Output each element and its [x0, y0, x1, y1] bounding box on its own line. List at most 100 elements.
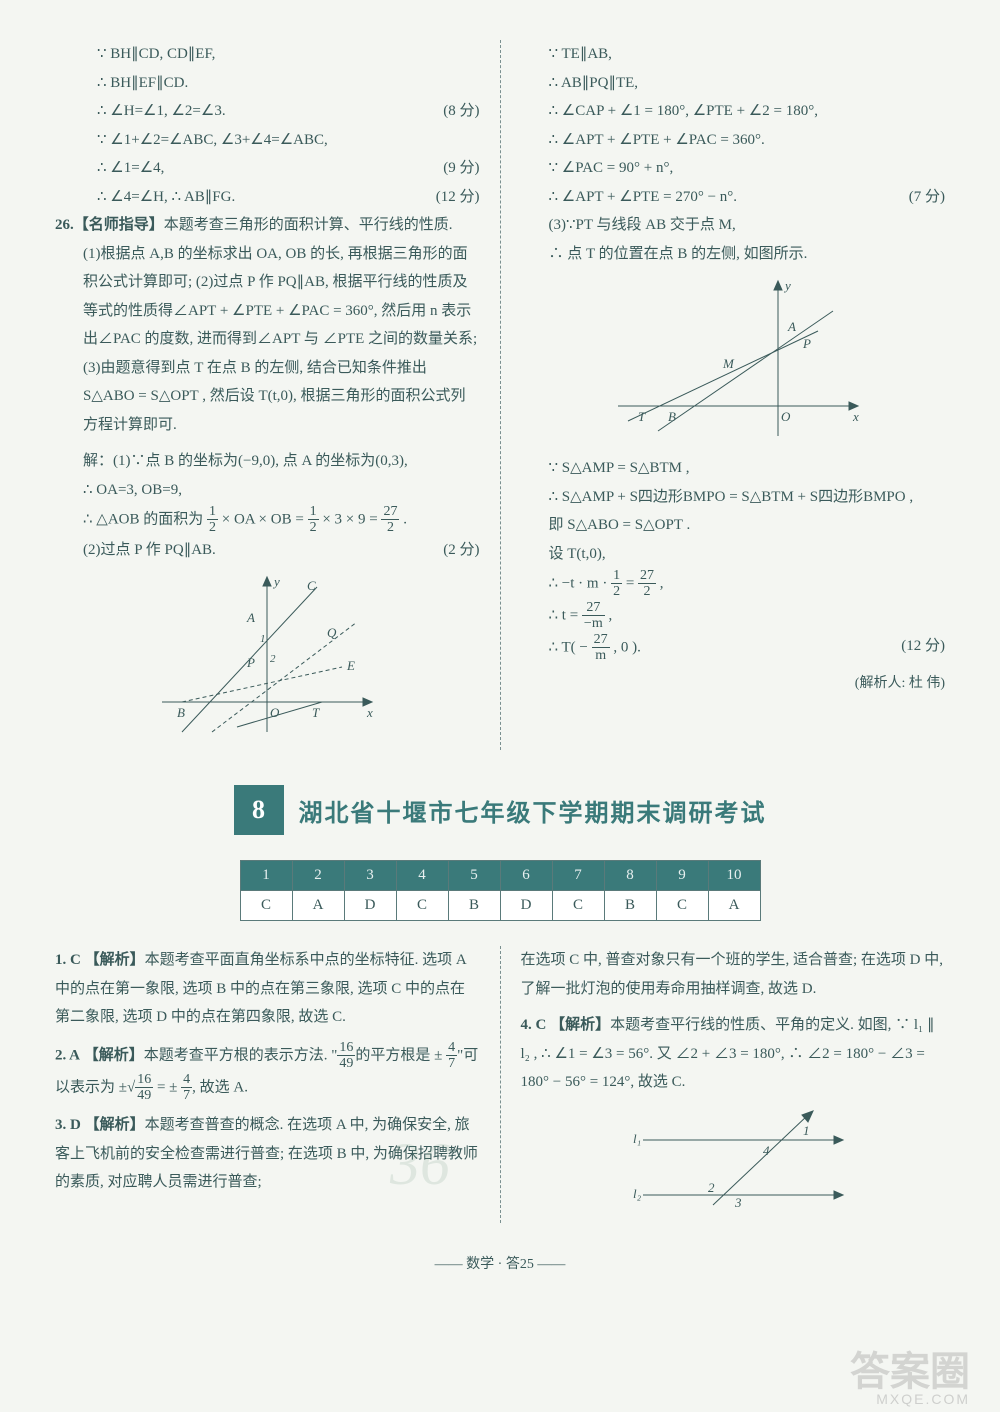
sol-header: 解： — [83, 453, 113, 469]
svg-text:C: C — [307, 578, 316, 593]
td: D — [344, 891, 396, 921]
credit: (解析人: 杜 伟) — [521, 671, 946, 698]
proof-line: ∴ ∠APT + ∠PTE = 270° − n°.(7 分) — [521, 183, 946, 212]
td: A — [292, 891, 344, 921]
td: A — [708, 891, 760, 921]
th: 2 — [292, 861, 344, 891]
th: 5 — [448, 861, 500, 891]
svg-text:x: x — [852, 409, 859, 424]
th: 3 — [344, 861, 396, 891]
proof-line: ∴ ∠APT + ∠PTE + ∠PAC = 360°. — [521, 126, 946, 155]
th: 9 — [656, 861, 708, 891]
td: C — [240, 891, 292, 921]
proof-line: ∴ BH∥EF∥CD. — [55, 69, 480, 98]
column-divider — [500, 946, 501, 1223]
bottom-columns: 1. C 【解析】本题考查平面直角坐标系中点的坐标特征. 选项 A 中的点在第一… — [55, 946, 945, 1223]
td: B — [448, 891, 500, 921]
section-number: 8 — [234, 785, 284, 835]
proof-line: 设 T(t,0), — [521, 540, 946, 569]
proof-line: ∵ BH∥CD, CD∥EF, — [55, 40, 480, 69]
proof-line: ∵ S△AMP = S△BTM , — [521, 454, 946, 483]
svg-text:l₂: l₂ — [633, 1186, 642, 1201]
solution-block: 解：(1)∵点 B 的坐标为(−9,0), 点 A 的坐标为(0,3), ∴ O… — [55, 447, 480, 564]
sol-line: (2)过点 P 作 PQ∥AB. — [83, 536, 480, 565]
th: 7 — [552, 861, 604, 891]
th: 6 — [500, 861, 552, 891]
proof-line: 即 S△ABO = S△OPT . — [521, 511, 946, 540]
svg-text:E: E — [346, 658, 355, 673]
sol-line-frac: ∴ △AOB 的面积为 12 × OA × OB = 12 × 3 × 9 = … — [83, 504, 480, 536]
svg-text:1: 1 — [260, 633, 266, 645]
section-title: 湖北省十堰市七年级下学期期末调研考试 — [299, 793, 767, 828]
th: 4 — [396, 861, 448, 891]
q3-cont: 在选项 C 中, 普查对象只有一个班的学生, 适合普查; 在选项 D 中, 了解… — [521, 946, 946, 1003]
answer-table: 1 2 3 4 5 6 7 8 9 10 C A D C B D C B C A — [240, 860, 761, 921]
td: B — [604, 891, 656, 921]
proof-line: ∴ AB∥PQ∥TE, — [521, 69, 946, 98]
eq-line: ∴ −t · m · 12 = 272 , — [521, 568, 946, 600]
q26: 26.【名师指导】本题考查三角形的面积计算、平行线的性质. (1)根据点 A,B… — [55, 211, 480, 439]
eq-line: ∴ t = 27−m , — [521, 600, 946, 632]
svg-text:l₁: l₁ — [633, 1131, 641, 1146]
svg-text:O: O — [781, 409, 791, 424]
q2: 2. A 【解析】本题考查平方根的表示方法. "1649的平方根是 ± 47"可… — [55, 1040, 480, 1104]
svg-text:x: x — [366, 705, 373, 720]
th: 8 — [604, 861, 656, 891]
section-header: 8 湖北省十堰市七年级下学期期末调研考试 — [55, 785, 945, 835]
coord-diagram-1: y C A Q P E B O T x 1 2 — [152, 572, 382, 742]
sol-line: ∴ 点 T 的位置在点 B 的左侧, 如图所示. — [521, 240, 946, 269]
solution-columns: ∵ BH∥CD, CD∥EF, ∴ BH∥EF∥CD. ∴ ∠H=∠1, ∠2=… — [55, 40, 945, 750]
td: C — [552, 891, 604, 921]
svg-text:B: B — [177, 705, 185, 720]
svg-text:T: T — [312, 705, 320, 720]
svg-text:A: A — [787, 319, 796, 334]
sol-line: ∴ OA=3, OB=9, — [83, 476, 480, 505]
svg-text:O: O — [270, 705, 280, 720]
td: D — [500, 891, 552, 921]
sol-line: (3)∵PT 与线段 AB 交于点 M, — [521, 211, 946, 240]
left-column: ∵ BH∥CD, CD∥EF, ∴ BH∥EF∥CD. ∴ ∠H=∠1, ∠2=… — [55, 40, 480, 750]
bottom-right: 在选项 C 中, 普查对象只有一个班的学生, 适合普查; 在选项 D 中, 了解… — [521, 946, 946, 1223]
svg-text:Q: Q — [327, 625, 337, 640]
svg-text:3: 3 — [734, 1195, 742, 1210]
table-header-row: 1 2 3 4 5 6 7 8 9 10 — [240, 861, 760, 891]
td: C — [656, 891, 708, 921]
svg-text:B: B — [668, 409, 676, 424]
proof-line: ∴ ∠4=∠H, ∴ AB∥FG.(12 分) — [55, 183, 480, 212]
svg-text:T: T — [638, 409, 646, 424]
watermark-url: MXQE.COM — [876, 1391, 970, 1407]
svg-text:M: M — [722, 356, 735, 371]
q3: 3. D 【解析】本题考查普查的概念. 在选项 A 中, 为确保安全, 旅客上飞… — [55, 1111, 480, 1197]
svg-text:y: y — [783, 278, 791, 293]
proof-line: ∵ ∠1+∠2=∠ABC, ∠3+∠4=∠ABC, — [55, 126, 480, 155]
svg-text:P: P — [802, 336, 811, 351]
th: 10 — [708, 861, 760, 891]
parallel-lines-diagram: l₁ l₂ 1 4 2 3 — [613, 1105, 853, 1215]
eq-line: ∴ T( − 27m , 0 ). (12 分) — [521, 632, 946, 664]
proof-line: ∴ ∠1=∠4,(9 分) — [55, 154, 480, 183]
column-divider — [500, 40, 501, 750]
proof-line: ∵ TE∥AB, — [521, 40, 946, 69]
bottom-left: 1. C 【解析】本题考查平面直角坐标系中点的坐标特征. 选项 A 中的点在第一… — [55, 946, 480, 1223]
svg-text:2: 2 — [270, 653, 276, 665]
watermark-icon: 答案圈 — [850, 1339, 970, 1397]
right-column: ∵ TE∥AB, ∴ AB∥PQ∥TE, ∴ ∠CAP + ∠1 = 180°,… — [521, 40, 946, 750]
proof-line: ∵ ∠PAC = 90° + n°, — [521, 154, 946, 183]
svg-text:y: y — [272, 574, 280, 589]
proof-line: ∴ S△AMP + S四边形BMPO = S△BTM + S四边形BMPO , — [521, 483, 946, 512]
table-row: C A D C B D C B C A — [240, 891, 760, 921]
q26-body: (1)根据点 A,B 的坐标求出 OA, OB 的长, 再根据三角形的面积公式计… — [55, 240, 480, 440]
svg-text:2: 2 — [708, 1180, 715, 1195]
q1: 1. C 【解析】本题考查平面直角坐标系中点的坐标特征. 选项 A 中的点在第一… — [55, 946, 480, 1032]
svg-text:4: 4 — [763, 1143, 770, 1158]
q4: 4. C 【解析】本题考查平行线的性质、平角的定义. 如图, ∵ l₁ ∥ l₂… — [521, 1011, 946, 1097]
q26-tag: 26.【名师指导】 — [55, 217, 164, 233]
svg-text:1: 1 — [803, 1123, 810, 1138]
page-footer: —— 数学 · 答25 —— — [55, 1253, 945, 1293]
svg-text:A: A — [246, 610, 255, 625]
th: 1 — [240, 861, 292, 891]
svg-text:P: P — [246, 655, 255, 670]
proof-line: ∴ ∠H=∠1, ∠2=∠3.(8 分) — [55, 97, 480, 126]
td: C — [396, 891, 448, 921]
proof-line: ∴ ∠CAP + ∠1 = 180°, ∠PTE + ∠2 = 180°, — [521, 97, 946, 126]
